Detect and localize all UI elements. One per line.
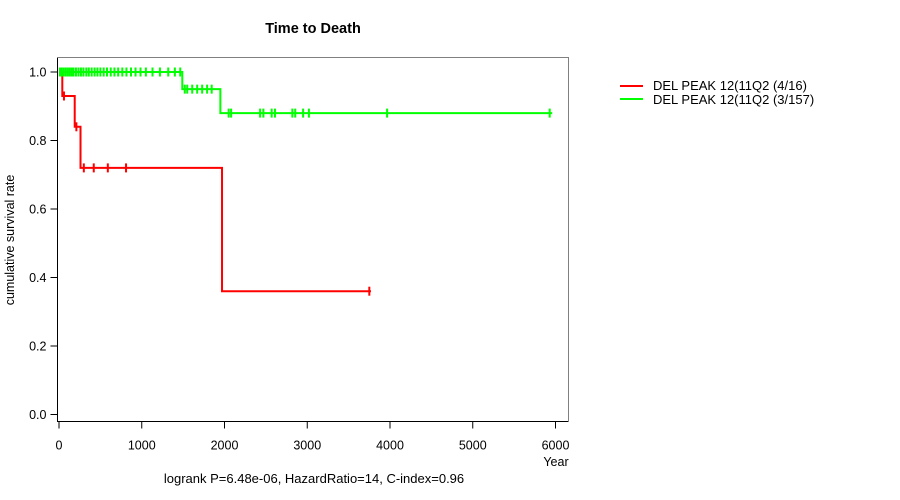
x-tick-label: 0 bbox=[56, 439, 63, 453]
axis-lines bbox=[57, 57, 569, 422]
survival-curve-green bbox=[59, 71, 553, 115]
legend-entry-red: DEL PEAK 12(11Q2 (4/16) bbox=[620, 78, 814, 94]
survival-curve-red bbox=[59, 71, 371, 293]
y-tick-label: 0.8 bbox=[29, 134, 46, 148]
x-axis-unit-label: Year bbox=[543, 455, 569, 469]
legend: DEL PEAK 12(11Q2 (4/16) DEL PEAK 12(11Q2… bbox=[620, 78, 815, 107]
x-tick-label: 1000 bbox=[128, 439, 156, 453]
stats-annotation: logrank P=6.48e-06, HazardRatio=14, C-in… bbox=[163, 471, 465, 486]
y-tick-label: 0.2 bbox=[29, 339, 46, 353]
legend-line-red-icon bbox=[620, 84, 643, 87]
legend-label-red: DEL PEAK 12(11Q2 (4/16) bbox=[653, 78, 807, 94]
y-axis-title: cumulative survival rate bbox=[3, 175, 17, 306]
x-tick-label: 3000 bbox=[293, 439, 321, 453]
legend-label-green: DEL PEAK 12(11Q2 (3/157) bbox=[653, 91, 815, 107]
x-tick-label: 2000 bbox=[211, 439, 239, 453]
x-tick-label: 6000 bbox=[542, 439, 570, 453]
y-tick-label: 0.0 bbox=[29, 408, 46, 422]
y-tick-label: 0.6 bbox=[29, 202, 46, 216]
chart-title: Time to Death bbox=[265, 21, 361, 37]
y-tick-label: 0.4 bbox=[29, 271, 46, 285]
y-tick-label: 1.0 bbox=[29, 65, 46, 79]
legend-entry-green: DEL PEAK 12(11Q2 (3/157) bbox=[620, 91, 815, 107]
x-tick-label: 4000 bbox=[376, 439, 404, 453]
legend-line-green-icon bbox=[620, 98, 643, 101]
plot-box-border bbox=[57, 57, 569, 422]
x-tick-label: 5000 bbox=[459, 439, 487, 453]
